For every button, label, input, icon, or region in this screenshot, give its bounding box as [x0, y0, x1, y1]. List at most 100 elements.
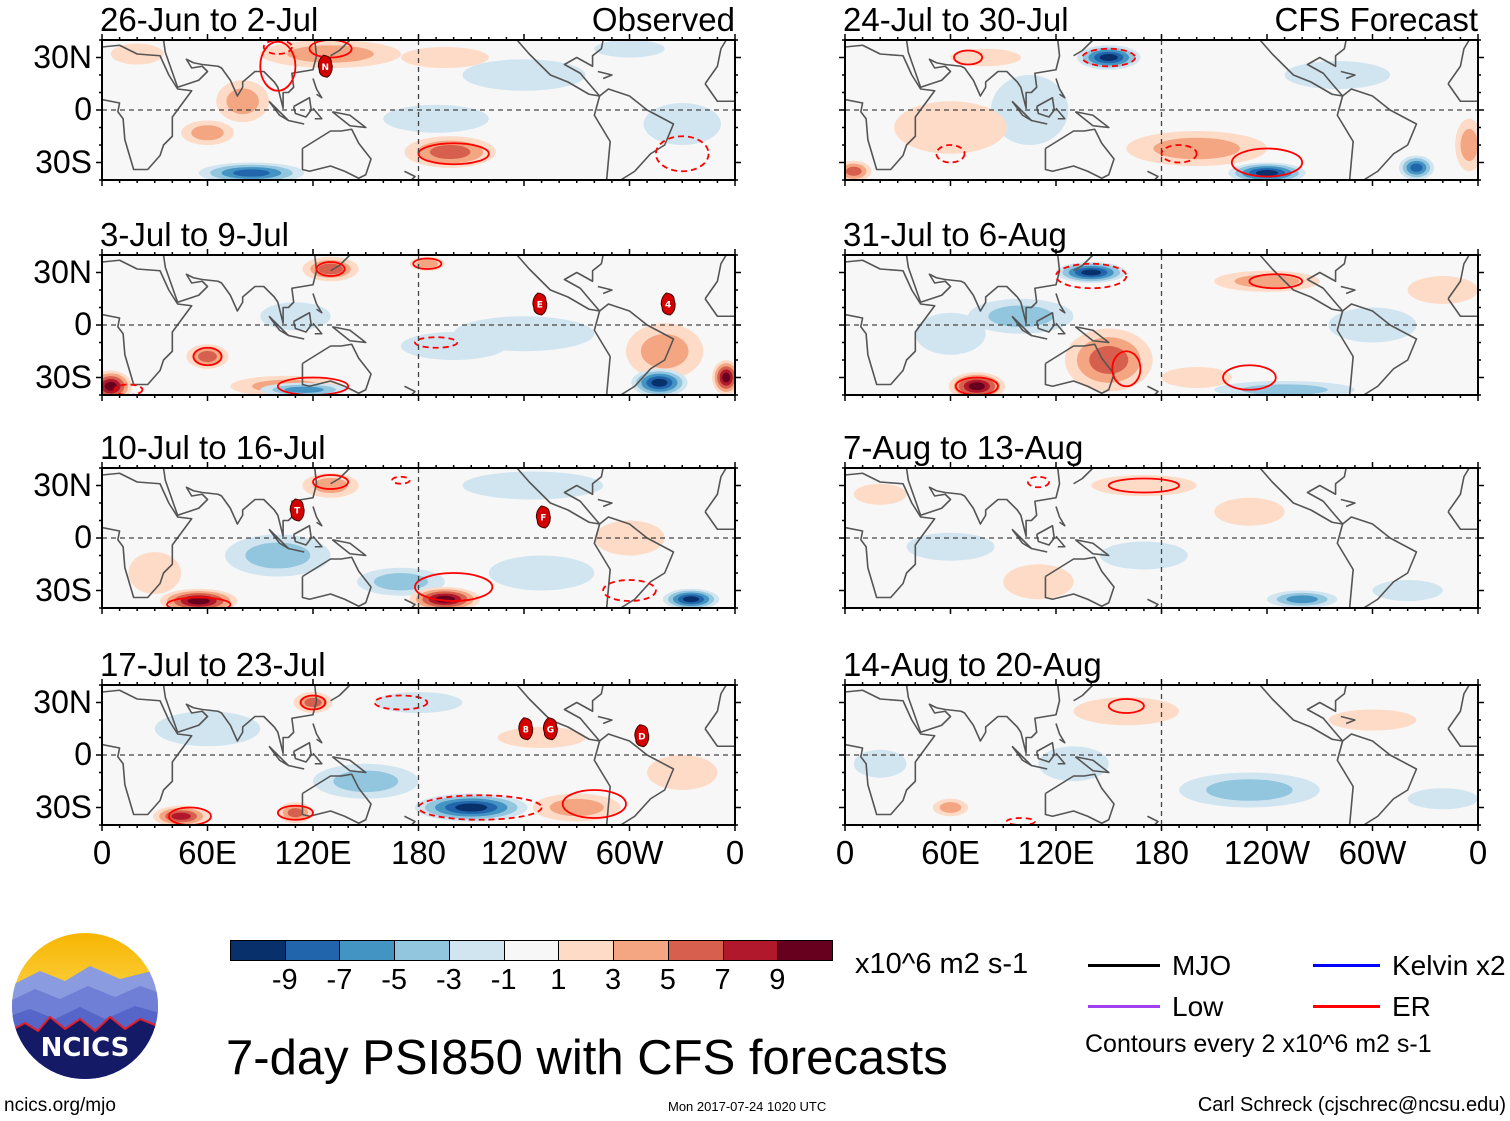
lon-tick-label: 60E [178, 834, 237, 871]
coastline [1055, 293, 1066, 314]
lat-tick-label: 30S [35, 571, 92, 608]
map-panel [839, 249, 1484, 401]
coastline [704, 83, 735, 103]
coastline [1044, 773, 1115, 825]
anomaly-shading [1328, 307, 1417, 343]
coastline [1031, 119, 1048, 125]
coastline [292, 741, 313, 763]
footer-site-link[interactable]: ncics.org/mjo [4, 1095, 116, 1116]
legend-line-low [1088, 1005, 1160, 1008]
coastline [1055, 506, 1066, 527]
anomaly-shading [643, 103, 721, 145]
anomaly-shading [488, 555, 595, 591]
anomaly-shading [853, 483, 907, 505]
tropical-cyclone-marker: 4 [660, 292, 676, 316]
anomaly-shading [171, 812, 191, 820]
coastline [1031, 764, 1048, 770]
colorbar-tick-label: -5 [381, 964, 408, 996]
er-contour [954, 376, 999, 395]
anomaly-shading [1241, 384, 1328, 395]
coastline [905, 40, 1061, 110]
colorbar-tick-label: 1 [550, 964, 567, 996]
coastline [102, 44, 193, 171]
er-contour [276, 804, 314, 821]
anomaly-shading [1255, 170, 1279, 176]
panel-title: 31-Jul to 6-Aug [843, 216, 1067, 253]
coastline [1073, 685, 1094, 702]
storm-letter: D [638, 732, 645, 742]
er-contour [167, 806, 212, 825]
anomaly-shading [1372, 580, 1443, 601]
anomaly-shading [287, 808, 304, 818]
lon-tick-label: 0 [835, 834, 855, 871]
er-contour [308, 40, 353, 59]
coastline [1073, 40, 1094, 57]
coastline [1074, 538, 1110, 557]
lat-tick-label: 30S [35, 788, 92, 825]
coastline [1259, 468, 1347, 525]
anomaly-shading [462, 59, 586, 91]
observed-label: Observed [591, 1, 735, 38]
lon-tick-label: 60E [921, 834, 980, 871]
coastline [516, 255, 604, 312]
tropical-cyclone-marker: D [634, 724, 650, 748]
coastline [597, 285, 613, 295]
coastline [312, 723, 323, 744]
coastline [704, 685, 727, 730]
coastline [1447, 685, 1470, 730]
forecast-label: CFS Forecast [1274, 1, 1478, 38]
anomaly-shading [683, 596, 700, 603]
anomaly-shading [198, 351, 217, 362]
ncics-logo: NCICS [10, 931, 160, 1081]
coastline [599, 733, 675, 825]
colorbar-tick-label: -3 [436, 964, 462, 996]
main-title: 7-day PSI850 with CFS forecasts [226, 1031, 948, 1085]
anomaly-shading [894, 101, 1007, 154]
coastline [1044, 343, 1115, 395]
lat-tick-label: 0 [74, 519, 92, 555]
panel-title: 14-Aug to 20-Aug [843, 646, 1102, 683]
map-panel: 8 G D [96, 679, 741, 831]
coastline [331, 325, 367, 344]
anomaly-shading [1410, 163, 1423, 173]
anomaly-shading [845, 166, 862, 176]
lon-tick-label: 60W [595, 834, 664, 871]
anomaly-shading [968, 382, 985, 391]
anomaly-shading [1407, 788, 1478, 810]
coastline [1031, 334, 1048, 340]
er-contour [315, 261, 346, 277]
er-contour [1026, 475, 1050, 489]
coastline [599, 516, 675, 608]
anomaly-shading [187, 597, 210, 605]
coastline [268, 100, 290, 122]
coastline [1055, 107, 1066, 120]
coastline [1147, 598, 1159, 608]
anomaly-shading [594, 520, 665, 556]
coastline [1011, 100, 1033, 122]
coastline [599, 303, 675, 395]
anomaly-shading [1460, 128, 1478, 162]
coastline [268, 528, 290, 550]
coastline [597, 498, 613, 508]
anomaly-shading [1214, 497, 1285, 526]
coastline [1447, 468, 1470, 513]
tropical-cyclone-marker: G [542, 717, 558, 741]
coastline [704, 40, 727, 85]
er-contour [192, 346, 223, 367]
coastline [1447, 83, 1478, 103]
anomaly-shading [1003, 564, 1074, 600]
coastline [404, 170, 416, 180]
anomaly-shading [1089, 346, 1129, 374]
colorbar-tick-label: 5 [659, 964, 676, 996]
coastline [331, 755, 367, 774]
tropical-cyclone-marker: T [289, 498, 305, 522]
anomaly-shading [1153, 137, 1240, 160]
er-contour [391, 475, 411, 485]
coastline [516, 468, 604, 525]
colorbar-swatch [503, 940, 560, 961]
coastline [312, 107, 323, 120]
coastline [1031, 547, 1048, 553]
lat-tick-label: 0 [74, 91, 92, 127]
colorbar-swatch [230, 940, 286, 961]
colorbar-swatch [448, 940, 505, 961]
